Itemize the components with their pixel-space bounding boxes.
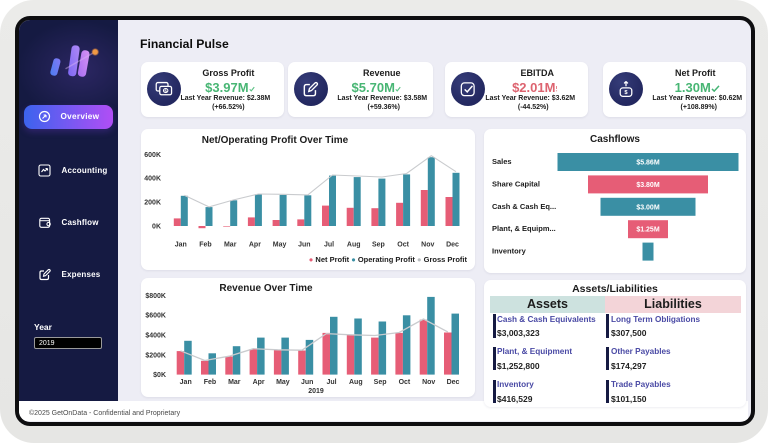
svg-text:Feb: Feb [199,242,211,249]
svg-text:Sales: Sales [492,157,512,166]
svg-text:Jun: Jun [298,242,310,249]
svg-text:Nov: Nov [422,379,435,386]
svg-text:$5.86M: $5.86M [636,160,660,167]
svg-text:Apr: Apr [249,242,261,249]
svg-text:$3.00M: $3.00M [636,204,660,211]
svg-text:$0K: $0K [153,372,166,379]
svg-text:Inventory: Inventory [492,247,527,256]
svg-text:Jan: Jan [180,379,192,386]
svg-text:200K: 200K [144,200,161,207]
svg-text:Jul: Jul [326,379,336,386]
svg-text:Jul: Jul [324,242,334,249]
svg-text:Oct: Oct [397,242,409,249]
svg-text:$: $ [624,90,628,96]
svg-text:Apr: Apr [253,379,265,386]
svg-text:$200K: $200K [145,352,166,359]
svg-text:2019: 2019 [308,388,324,395]
svg-text:$600K: $600K [145,312,166,319]
svg-text:$: $ [164,88,167,93]
svg-text:Plant, & Equipm...: Plant, & Equipm... [492,224,556,233]
svg-text:600K: 600K [144,152,161,159]
svg-text:May: May [273,242,287,249]
svg-text:Jun: Jun [301,379,313,386]
svg-text:Sep: Sep [372,242,385,249]
svg-text:Oct: Oct [399,379,411,386]
svg-text:● Net Profit ● Operating Prof: ● Net Profit ● Operating Profit ● Gross … [309,255,468,264]
svg-text:400K: 400K [144,176,161,183]
svg-text:Mar: Mar [224,242,237,249]
svg-text:$400K: $400K [145,332,166,339]
svg-text:$1.25M: $1.25M [636,227,660,234]
svg-text:Aug: Aug [349,379,363,386]
svg-text:Share Capital: Share Capital [492,179,540,188]
svg-text:0K: 0K [152,224,161,231]
svg-text:$800K: $800K [145,292,166,299]
svg-text:Jan: Jan [175,242,187,249]
svg-text:Nov: Nov [421,242,434,249]
svg-text:Mar: Mar [228,379,241,386]
svg-text:Aug: Aug [347,242,361,249]
svg-text:Sep: Sep [374,379,387,386]
svg-text:Dec: Dec [447,379,460,386]
svg-text:Cash & Cash Eq...: Cash & Cash Eq... [492,202,556,211]
svg-text:Feb: Feb [204,379,216,386]
svg-text:Dec: Dec [446,242,459,249]
svg-text:May: May [276,379,290,386]
svg-text:$3.80M: $3.80M [636,182,660,189]
